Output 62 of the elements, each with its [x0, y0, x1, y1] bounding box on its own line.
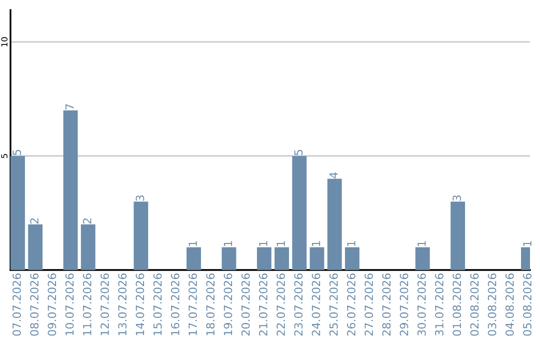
data-label: 3 [452, 195, 462, 201]
x-tick-label: 31.07.2026 [435, 273, 444, 336]
bar [80, 224, 96, 270]
data-label: 1 [312, 241, 320, 246]
bar [415, 247, 430, 270]
bar [256, 247, 272, 270]
x-tick-label: 04.08.2026 [505, 273, 514, 336]
x-tick-label: 18.07.2026 [206, 273, 215, 336]
x-tick-label: 09.07.2026 [48, 273, 56, 336]
x-tick-label: 28.07.2026 [382, 273, 391, 336]
x-tick-label: 27.07.2026 [364, 273, 374, 336]
x-tick-label: 13.07.2026 [118, 273, 127, 336]
data-label: 3 [136, 195, 144, 201]
x-tick-label: 21.07.2026 [258, 273, 268, 336]
x-tick-label: 19.07.2026 [224, 273, 232, 336]
x-tick-label: 02.08.2026 [470, 273, 479, 336]
data-label: 1 [224, 241, 232, 246]
x-tick-label: 01.08.2026 [452, 273, 462, 336]
x-tick-label: 30.07.2026 [417, 273, 426, 336]
data-label: 7 [65, 104, 74, 110]
x-tick-label: 15.07.2026 [153, 273, 162, 336]
x-tick-label: 12.07.2026 [100, 273, 109, 336]
x-tick-label: 25.07.2026 [329, 273, 338, 336]
bar [450, 202, 466, 270]
data-label: 5 [294, 150, 303, 156]
data-label: 2 [30, 218, 38, 224]
data-label: 5 [12, 150, 21, 156]
bar [274, 247, 289, 270]
data-label: 1 [418, 241, 426, 246]
data-label: 1 [276, 241, 285, 246]
data-label: 2 [82, 218, 92, 224]
x-tick-label: 16.07.2026 [170, 273, 180, 336]
x-tick-label: 24.07.2026 [312, 273, 320, 336]
data-label: 1 [523, 241, 532, 246]
data-label: 1 [347, 241, 356, 246]
bar [134, 202, 148, 270]
x-tick-label: 03.08.2026 [488, 273, 496, 336]
x-tick-label: 11.07.2026 [82, 273, 92, 336]
bar [292, 156, 307, 270]
x-tick-label: 22.07.2026 [276, 273, 286, 336]
data-label: 4 [330, 172, 338, 178]
x-tick-label: 20.07.2026 [241, 273, 250, 336]
data-label: 1 [188, 241, 197, 246]
bar [344, 247, 360, 270]
bar [327, 178, 342, 270]
data-label: 1 [259, 241, 268, 246]
x-tick-label: 17.07.2026 [188, 273, 197, 336]
x-tick-label: 29.07.2026 [400, 273, 408, 336]
x-tick-label: 10.07.2026 [65, 273, 74, 336]
bar [10, 156, 25, 270]
x-tick-label: 26.07.2026 [347, 273, 356, 336]
bar [186, 247, 201, 270]
x-tick-label: 07.07.2026 [12, 273, 21, 336]
x-tick-label: 05.08.2026 [523, 273, 532, 336]
bar [28, 224, 43, 270]
bar [310, 247, 324, 270]
y-tick-label: 10 [1, 37, 8, 46]
bar [222, 247, 236, 270]
x-tick-label: 23.07.2026 [294, 273, 303, 336]
bar [63, 110, 78, 270]
x-tick-label: 14.07.2026 [136, 273, 144, 336]
x-tick-label: 08.07.2026 [30, 273, 39, 336]
